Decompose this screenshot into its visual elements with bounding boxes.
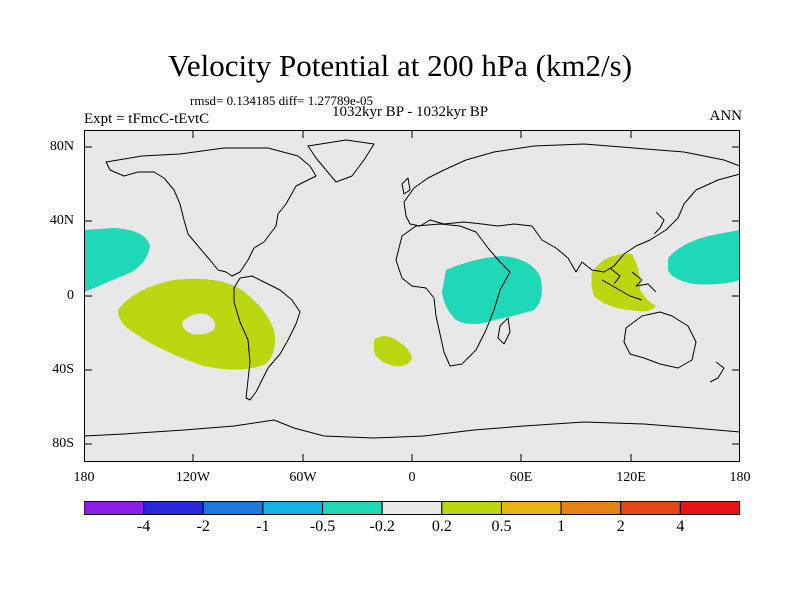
region-east-pacific-positive [118, 278, 275, 370]
colorbar-label: -0.5 [309, 518, 336, 535]
map-title: Velocity Potential at 200 hPa (km2/s) [167, 48, 633, 83]
x-tick-label: 60E [509, 470, 533, 485]
coast-new-zealand [709, 361, 725, 383]
coast-greenland [307, 139, 375, 183]
colorbar-label: 4 [676, 518, 685, 535]
y-tick-label: 40S [52, 362, 74, 377]
region-west-pacific-negative [668, 230, 740, 285]
map-ticks [84, 130, 740, 462]
region-east-africa-negative [442, 256, 542, 324]
colorbar-swatch [322, 501, 383, 515]
y-tick-label: 80N [49, 139, 74, 154]
coast-africa [395, 223, 511, 367]
colorbar-swatch [500, 501, 562, 515]
coast-uk [401, 177, 411, 195]
experiment-label: Expt = tFmcC-tEvtC [84, 111, 210, 127]
colorbar-swatch [381, 501, 443, 515]
colorbar-swatch [202, 501, 264, 515]
region-south-atlantic-positive [374, 336, 412, 367]
colorbar-label: -4 [136, 518, 151, 535]
x-tick-label: 60W [289, 470, 317, 485]
colorbar-label: 0.2 [431, 518, 452, 535]
colorbar-swatch [84, 501, 145, 515]
x-tick-label: 120W [175, 470, 211, 485]
colorbar-label: 0.5 [491, 518, 512, 535]
coast-australia [623, 311, 697, 369]
colorbar-label: 2 [616, 518, 625, 535]
season-label: ANN [709, 108, 743, 124]
x-tick-label: 0 [408, 470, 416, 485]
colorbar-swatch [560, 501, 622, 515]
x-tick-label: 120E [616, 470, 646, 485]
rmsd-diff-stats: rmsd= 0.134185 diff= 1.27789e-05 [190, 93, 374, 108]
colorbar-swatch [441, 501, 502, 515]
colorbar [84, 501, 740, 515]
colorbar-swatch [679, 501, 740, 515]
colorbar-label: 1 [557, 518, 566, 535]
coast-south-america [233, 275, 301, 401]
coast-japan [653, 211, 665, 235]
colorbar-label: -0.2 [369, 518, 395, 535]
colorbar-swatch [620, 501, 681, 515]
x-tick-label: 180 [73, 470, 95, 485]
coast-indonesia [601, 267, 657, 301]
y-tick-label: 0 [67, 288, 74, 303]
period-subtitle: 1032kyr BP - 1032kyr BP [331, 104, 489, 120]
coast-madagascar [497, 317, 511, 345]
coast-eurasia [403, 143, 740, 273]
colorbar-label: -1 [256, 518, 270, 535]
colorbar-label: -2 [196, 518, 210, 535]
y-tick-label: 40N [49, 213, 74, 228]
region-maritime-continent-positive [591, 253, 656, 312]
region-central-north-pacific-negative [84, 228, 150, 292]
colorbar-swatch [262, 501, 324, 515]
coast-antarctica [84, 419, 740, 439]
coast-north-america [105, 147, 317, 277]
coastlines [84, 139, 740, 439]
x-tick-label: 180 [729, 470, 751, 485]
colorbar-swatch [143, 501, 204, 515]
velocity-potential-map [84, 130, 740, 462]
y-tick-label: 80S [52, 436, 74, 451]
